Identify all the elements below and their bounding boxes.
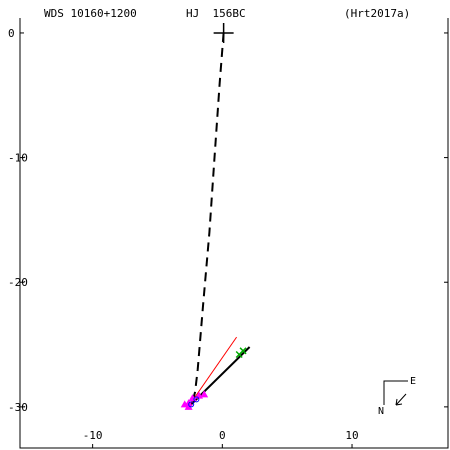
wds-identifier: WDS 10160+1200 bbox=[44, 7, 137, 20]
axis-ticks: -10 0 10 0 -10 -20 -30 bbox=[8, 27, 448, 448]
observation-triangle bbox=[180, 400, 189, 408]
chart-marks bbox=[180, 22, 251, 410]
reference-code: (Hrt2017a) bbox=[344, 7, 411, 20]
compass-rose: E N bbox=[378, 376, 416, 417]
observation-triangle bbox=[188, 394, 197, 402]
observation-triangle bbox=[200, 390, 209, 398]
compass-arrow-line bbox=[395, 393, 407, 406]
compass-north-label: N bbox=[378, 406, 384, 417]
observation-circle bbox=[188, 401, 195, 408]
x-tick-label: 10 bbox=[345, 429, 358, 442]
plot-border bbox=[19, 18, 449, 449]
observation-cross bbox=[239, 347, 247, 355]
discoverer-designation: HJ 156BC bbox=[186, 7, 246, 20]
observation-circle bbox=[193, 396, 200, 403]
primary-star-marker bbox=[213, 22, 234, 43]
orbit-dashed-path bbox=[191, 32, 225, 403]
residual-line bbox=[186, 336, 238, 409]
y-tick-label: 0 bbox=[8, 27, 15, 40]
y-tick-label: -10 bbox=[8, 152, 28, 165]
compass-arrow-head bbox=[395, 398, 403, 406]
observation-triangle bbox=[184, 402, 193, 410]
x-tick-label: 0 bbox=[219, 429, 226, 442]
plot-frame bbox=[19, 18, 449, 449]
y-tick-label: -30 bbox=[8, 401, 28, 414]
compass-east-label: E bbox=[410, 376, 416, 387]
compass-north-arm bbox=[383, 380, 408, 405]
x-tick-label: -10 bbox=[83, 429, 103, 442]
y-tick-label: -20 bbox=[8, 276, 28, 289]
